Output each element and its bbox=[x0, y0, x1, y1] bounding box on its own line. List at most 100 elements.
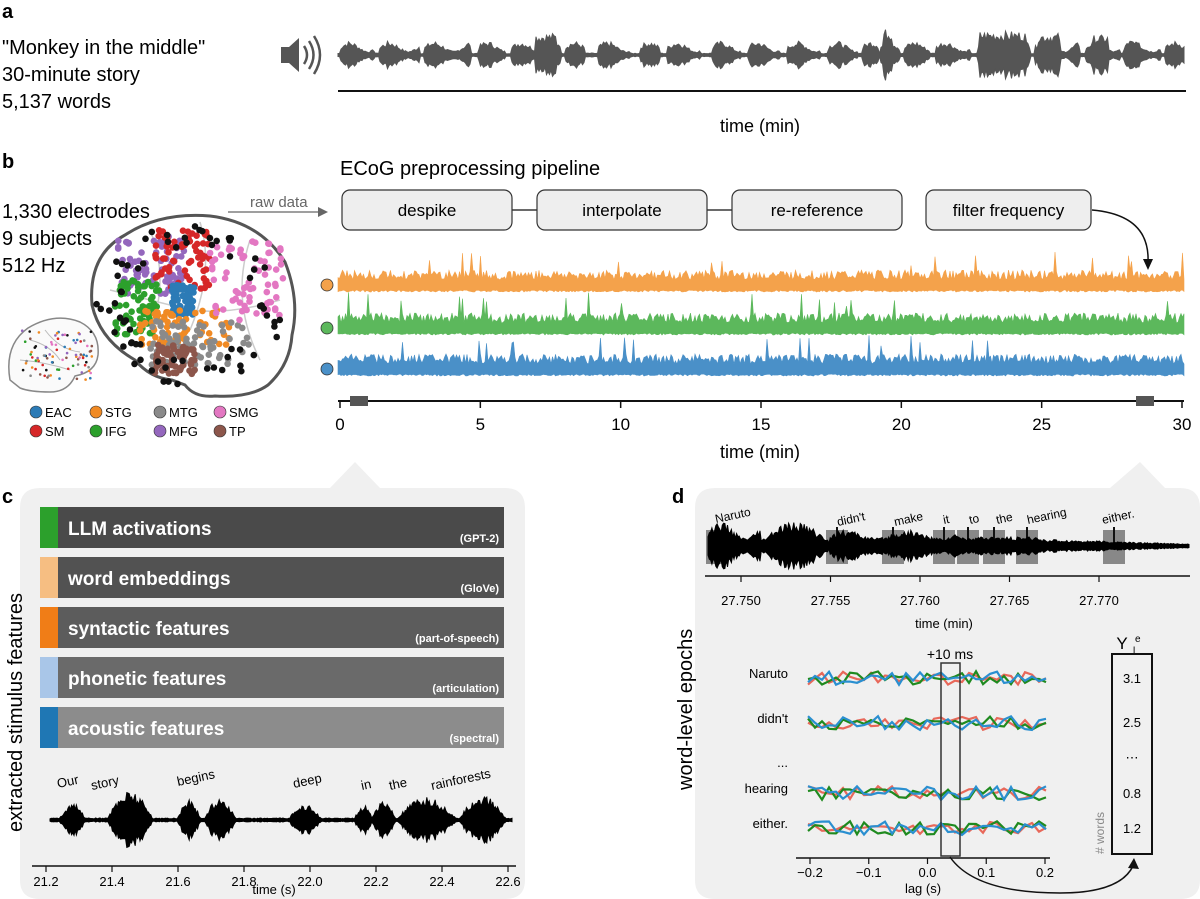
electrode-dot bbox=[170, 356, 178, 364]
feature-swatch bbox=[40, 707, 58, 748]
electrode-dot bbox=[45, 357, 49, 360]
feature-swatch bbox=[40, 507, 58, 548]
transcript-word: the bbox=[388, 775, 409, 793]
electrode-dot bbox=[205, 330, 213, 337]
panel-c-letter: c bbox=[2, 486, 13, 508]
electrode-dot bbox=[200, 323, 207, 330]
electrode-dot bbox=[208, 265, 216, 273]
electrode-dot bbox=[45, 368, 48, 372]
axis-tick-label: 5 bbox=[476, 415, 485, 434]
electrode-dot bbox=[20, 329, 24, 333]
electrode-dot bbox=[210, 276, 218, 284]
electrode-dot bbox=[239, 254, 246, 262]
axis-tick-label: 0.0 bbox=[918, 865, 936, 880]
electrode-dot bbox=[61, 358, 64, 362]
electrode-dot bbox=[54, 343, 58, 347]
electrode-dot bbox=[206, 338, 213, 346]
electrode-dot bbox=[162, 364, 169, 372]
electrode-dot bbox=[111, 300, 119, 307]
electrode-dot bbox=[152, 334, 159, 341]
electrode-dot bbox=[160, 378, 167, 385]
axis-tick-label: 0.2 bbox=[1036, 865, 1054, 880]
panel-c-words: Our story begins deep in the rainforests bbox=[56, 766, 493, 793]
electrode-dot bbox=[136, 321, 144, 329]
electrode-dot bbox=[89, 376, 92, 380]
epoch-rows: Naruto didn't... hearing either. bbox=[745, 666, 1047, 837]
electrode-dot bbox=[239, 324, 246, 332]
trace-color-marker bbox=[320, 278, 334, 292]
electrode-dot bbox=[174, 380, 181, 388]
electrode-dot bbox=[148, 282, 155, 290]
feature-name: acoustic features bbox=[68, 719, 224, 740]
electrode-dot bbox=[81, 356, 85, 360]
electrode-dot bbox=[267, 298, 275, 306]
electrode-dot bbox=[97, 305, 105, 313]
electrode-dot bbox=[29, 353, 32, 356]
electrode-dot bbox=[55, 348, 59, 352]
electrode-dot bbox=[75, 377, 79, 381]
electrode-dot bbox=[128, 308, 135, 316]
electrode-dot bbox=[66, 334, 69, 337]
electrode-dot bbox=[57, 368, 61, 372]
electrode-dot bbox=[184, 228, 192, 235]
transcript-word: the bbox=[995, 510, 1015, 527]
electrode-dot bbox=[199, 307, 206, 315]
electrode-dot bbox=[185, 299, 192, 307]
large-brain-illustration bbox=[90, 213, 297, 398]
electrode-dot bbox=[170, 287, 177, 294]
electrode-dot bbox=[196, 261, 204, 268]
electrode-dot bbox=[68, 347, 72, 351]
electrode-dot bbox=[134, 284, 142, 291]
electrode-dot bbox=[29, 374, 32, 378]
electrode-dot bbox=[236, 316, 243, 324]
electrode-dot bbox=[71, 364, 75, 368]
electrode-dot bbox=[264, 281, 272, 289]
axis-tick-label: 27.765 bbox=[990, 593, 1030, 608]
electrode-dot bbox=[227, 319, 235, 326]
electrode-dot bbox=[137, 356, 144, 364]
electrode-dot bbox=[212, 303, 219, 311]
raw-data-label: raw data bbox=[250, 194, 308, 211]
electrode-dot bbox=[245, 341, 252, 348]
feature-name: word embeddings bbox=[67, 569, 231, 590]
electrode-dot bbox=[199, 343, 207, 351]
electrode-dot bbox=[161, 331, 169, 339]
electrode-dot bbox=[228, 345, 235, 353]
trace-color-marker bbox=[320, 321, 334, 335]
pipeline-step-label: re-reference bbox=[771, 201, 864, 220]
ecog-traces bbox=[320, 251, 1185, 377]
panel-b-letter: b bbox=[2, 151, 14, 173]
electrode-dot bbox=[218, 322, 226, 329]
electrode-dot bbox=[152, 254, 160, 261]
electrode-dot bbox=[148, 367, 156, 374]
lag-window-box bbox=[940, 662, 961, 857]
legend-swatch-ifg bbox=[89, 424, 103, 438]
electrode-dot bbox=[176, 307, 184, 314]
electrode-dot bbox=[36, 356, 39, 360]
feature-tag: (articulation) bbox=[432, 683, 499, 695]
electrode-dot bbox=[236, 346, 244, 353]
legend-label-stg: STG bbox=[105, 405, 132, 420]
electrode-dot bbox=[149, 323, 156, 331]
electrode-dot bbox=[257, 257, 264, 265]
pipeline-step-box bbox=[341, 189, 513, 231]
electrode-dot bbox=[164, 238, 172, 246]
y-subscript: l bbox=[1133, 646, 1135, 657]
panel-c-ticks: 21.2 21.4 21.6 21.8 22.0 22.2 22.4 22.6 bbox=[33, 866, 521, 889]
electrode-dot bbox=[34, 359, 38, 362]
word-audio-waveform bbox=[707, 521, 1190, 571]
electrode-dot bbox=[93, 300, 100, 308]
story-length: 30-minute story bbox=[2, 64, 140, 86]
electrode-dot bbox=[85, 354, 88, 358]
panel-d-xlabel: time (min) bbox=[915, 616, 973, 631]
epoch-signal-line bbox=[807, 714, 1047, 732]
electrode-dot bbox=[125, 240, 132, 247]
electrode-dot bbox=[193, 240, 201, 248]
transcript-word: didn't bbox=[836, 509, 867, 529]
transcript-word: to bbox=[968, 511, 981, 527]
electrode-dot bbox=[207, 345, 215, 353]
electrode-dot bbox=[50, 361, 54, 364]
electrode-dot bbox=[126, 255, 134, 263]
electrode-dot bbox=[272, 282, 279, 290]
electrode-dot bbox=[193, 327, 201, 334]
